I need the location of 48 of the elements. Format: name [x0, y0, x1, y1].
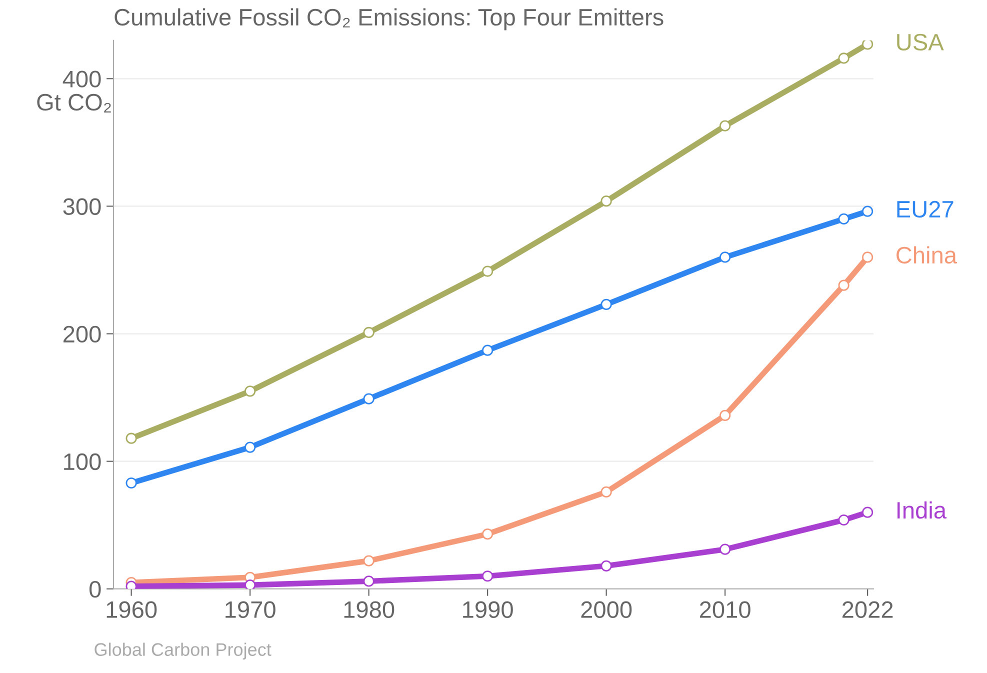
point	[838, 52, 850, 64]
point	[363, 393, 374, 404]
point	[720, 410, 731, 421]
point	[363, 555, 374, 566]
y-tick-label: 300	[63, 198, 101, 215]
point	[862, 252, 874, 263]
x-tick-label: 1990	[463, 601, 513, 618]
x-tick-label: 2010	[700, 601, 750, 618]
point	[244, 579, 256, 589]
point	[720, 252, 731, 263]
point	[244, 442, 256, 453]
series-label: EU27	[897, 200, 954, 218]
x-tick-label: 2022	[842, 601, 893, 618]
point	[600, 298, 612, 310]
point	[363, 326, 374, 338]
point	[126, 432, 137, 444]
text: Global Carbon Project	[94, 642, 272, 660]
point	[720, 544, 731, 555]
y-tick-label: 0	[89, 580, 101, 598]
point	[600, 486, 612, 498]
point	[126, 477, 137, 489]
point	[838, 280, 850, 291]
y-tick-label: 200	[63, 326, 101, 343]
series-label: China	[896, 246, 958, 264]
point	[600, 196, 612, 207]
x-tick-label: 1970	[226, 601, 276, 618]
point	[244, 386, 256, 397]
point	[862, 40, 874, 50]
point	[482, 570, 494, 582]
x-tick-label: 1980	[344, 601, 394, 618]
point	[862, 206, 874, 217]
point	[838, 514, 850, 526]
point	[482, 528, 494, 540]
point	[482, 266, 494, 277]
point	[862, 506, 874, 518]
series-label: India	[898, 501, 947, 519]
x-tick-label: 2000	[581, 601, 632, 618]
point	[363, 576, 374, 587]
point	[600, 560, 612, 572]
y-tick-label: 100	[64, 453, 101, 470]
point	[720, 120, 731, 132]
y-tick-label: 400	[62, 70, 101, 88]
y-axis-title: Gt CO₂	[37, 94, 111, 112]
x-tick-label: 1960	[106, 601, 157, 618]
point	[482, 344, 494, 356]
point	[838, 213, 850, 225]
series-label: USA	[897, 34, 944, 51]
chart-title: Cumulative Fossil CO₂ Emissions: Top Four Emitters	[114, 8, 664, 30]
